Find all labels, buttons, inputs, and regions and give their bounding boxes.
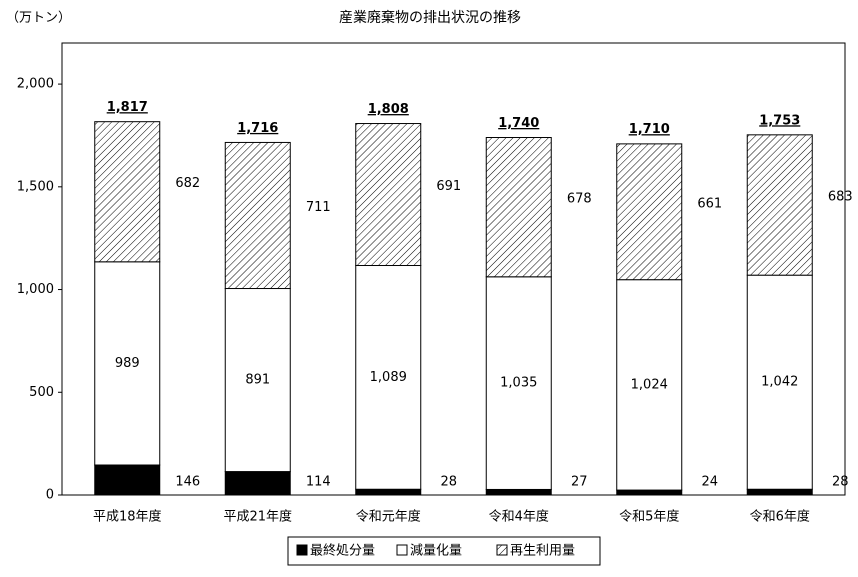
bar-segment [355, 265, 422, 490]
bar-segment [94, 464, 161, 496]
bar-segment [746, 134, 813, 276]
data-label: 1,024 [631, 377, 668, 392]
legend-swatch [396, 544, 408, 556]
total-label: 1,710 [629, 122, 670, 137]
bar-segment [485, 276, 552, 490]
data-label: 678 [567, 192, 592, 207]
legend-label: 最終処分量 [310, 543, 375, 559]
data-label: 27 [571, 475, 588, 490]
data-label: 989 [115, 356, 140, 371]
data-label: 24 [701, 475, 718, 490]
data-label: 691 [436, 179, 461, 194]
data-label: 146 [175, 475, 200, 490]
data-label: 28 [440, 475, 457, 490]
total-label: 1,716 [237, 121, 278, 136]
bar-segment [224, 288, 291, 473]
bar-segment [224, 471, 291, 496]
y-axis-label: （万トン） [6, 11, 71, 26]
data-label: 682 [175, 176, 200, 191]
x-tick-label: 令和元年度 [356, 509, 421, 525]
data-label: 891 [245, 373, 270, 388]
total-label: 1,753 [759, 113, 800, 128]
bar-segment [485, 137, 552, 278]
data-label: 1,089 [370, 370, 407, 385]
bar-segment [485, 488, 552, 496]
legend-label: 減量化量 [410, 543, 462, 559]
x-tick-label: 令和6年度 [750, 509, 810, 525]
total-label: 1,817 [107, 100, 148, 115]
y-tick-label: 1,500 [17, 179, 54, 194]
bar-segment [355, 123, 422, 267]
data-label: 114 [306, 475, 331, 490]
x-tick-label: 令和4年度 [489, 509, 549, 525]
legend-frame [287, 536, 601, 566]
x-tick-label: 平成21年度 [223, 509, 292, 525]
y-tick-label: 500 [29, 385, 54, 400]
data-label: 683 [828, 190, 853, 205]
bar-segment [94, 121, 161, 263]
bar-segment [616, 489, 683, 496]
bar-segment [224, 141, 291, 290]
bar-segment [355, 488, 422, 496]
y-tick-label: 1,000 [17, 282, 54, 297]
bar-segment [746, 488, 813, 496]
x-tick-label: 平成18年度 [93, 509, 162, 525]
legend-swatch [296, 544, 308, 556]
legend-label: 再生利用量 [510, 544, 575, 559]
chart-title: 産業廃棄物の排出状況の推移 [339, 9, 521, 26]
total-label: 1,740 [498, 116, 539, 131]
x-tick-label: 令和5年度 [619, 509, 679, 525]
bar-segment [616, 143, 683, 281]
y-tick-label: 0 [46, 488, 54, 503]
data-label: 661 [697, 196, 722, 211]
bar-segment [746, 274, 813, 490]
data-label: 1,042 [761, 375, 798, 390]
bar-segment [616, 279, 683, 491]
data-label: 711 [306, 200, 331, 215]
y-tick-label: 2,000 [17, 77, 54, 92]
plot-frame [61, 42, 846, 496]
data-label: 1,035 [500, 376, 537, 391]
total-label: 1,808 [368, 102, 409, 117]
data-label: 28 [832, 475, 849, 490]
legend-swatch [496, 544, 508, 556]
